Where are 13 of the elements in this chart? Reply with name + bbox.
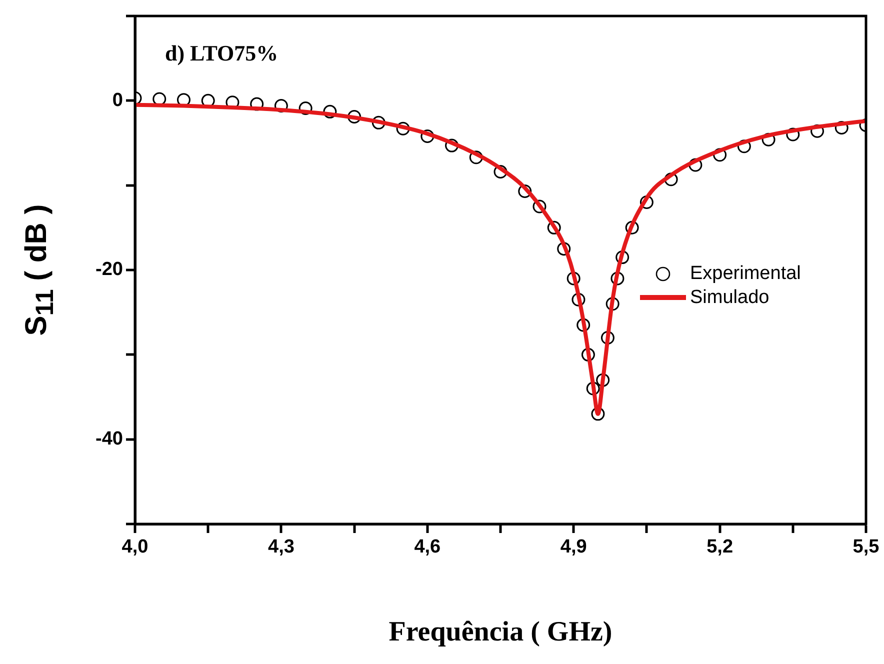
y-tick-label: -40	[96, 428, 123, 450]
x-axis-title: Frequência ( GHz)	[388, 616, 612, 648]
y-tick-label: -20	[96, 259, 123, 280]
x-tick-label: 4,6	[414, 536, 441, 558]
x-tick-label: 5,5	[852, 536, 880, 558]
legend-label: Simulado	[690, 287, 770, 309]
annotation: d) LTO75%	[165, 40, 278, 66]
legend-label: Experimental	[690, 263, 801, 285]
x-tick-label: 5,2	[706, 536, 734, 558]
y-tick-label: 0	[112, 90, 123, 111]
x-tick-label: 4,0	[122, 536, 148, 558]
x-tick-label: 4,9	[560, 536, 587, 558]
x-tick-label: 4,3	[268, 536, 294, 558]
